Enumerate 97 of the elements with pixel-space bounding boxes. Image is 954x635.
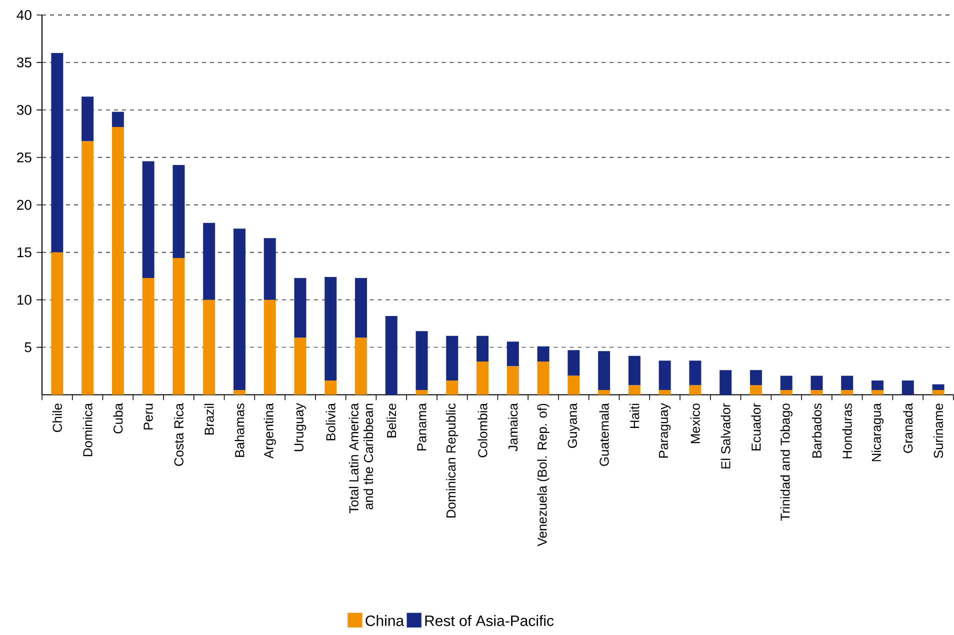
bar bbox=[932, 384, 944, 390]
bar bbox=[810, 390, 823, 395]
bar bbox=[294, 338, 306, 395]
x-tick-label: El Salvador bbox=[720, 403, 730, 469]
bar bbox=[82, 141, 94, 395]
bar bbox=[446, 336, 458, 381]
bar bbox=[810, 376, 823, 390]
bar bbox=[598, 390, 610, 395]
y-tick-label: 5 bbox=[24, 342, 32, 352]
bar bbox=[902, 380, 914, 395]
bar bbox=[658, 390, 671, 395]
bar bbox=[203, 223, 216, 300]
y-tick-label: 30 bbox=[16, 105, 32, 116]
bar bbox=[264, 300, 276, 395]
legend-label: Rest of Asia-Pacific bbox=[425, 615, 554, 626]
bar bbox=[172, 258, 185, 395]
bar bbox=[51, 252, 64, 395]
bar bbox=[355, 338, 367, 395]
bar bbox=[385, 316, 398, 395]
bar bbox=[355, 278, 367, 338]
bar bbox=[628, 356, 640, 386]
bar bbox=[689, 385, 702, 395]
x-tick-label: Panama bbox=[417, 403, 426, 451]
bar bbox=[294, 278, 306, 338]
x-tick-label: Costa Rica bbox=[174, 403, 184, 466]
bar bbox=[537, 346, 550, 362]
x-tick-label: Barbados bbox=[812, 404, 822, 458]
bar bbox=[233, 390, 246, 395]
bar bbox=[537, 362, 550, 395]
bar bbox=[324, 277, 337, 381]
x-tick-label: Haiti bbox=[630, 404, 640, 428]
bar bbox=[112, 112, 124, 128]
bar bbox=[568, 350, 580, 376]
x-tick-label: Belize bbox=[386, 404, 396, 438]
bar bbox=[598, 351, 610, 390]
bar bbox=[324, 380, 337, 395]
bar bbox=[780, 390, 792, 395]
bar bbox=[720, 370, 732, 395]
bar bbox=[628, 385, 640, 395]
x-tick-label: Ecuador bbox=[751, 403, 761, 451]
x-tick-label: Mexico bbox=[690, 404, 700, 444]
bar bbox=[750, 370, 762, 386]
x-tick-label: Chile bbox=[52, 404, 62, 432]
x-tick-label: Cuba bbox=[113, 403, 123, 434]
bar bbox=[416, 390, 428, 395]
bar bbox=[476, 362, 489, 395]
x-tick-label: Nicaragua bbox=[871, 403, 884, 462]
x-tick-label: Paraguay bbox=[659, 403, 671, 458]
bar bbox=[872, 380, 884, 390]
bar bbox=[172, 165, 185, 258]
x-tick-label: Bahamas bbox=[234, 404, 244, 458]
bar bbox=[506, 342, 519, 366]
y-tick-label: 10 bbox=[17, 295, 32, 305]
bar bbox=[932, 390, 944, 395]
legend-label: China bbox=[366, 615, 404, 626]
x-tick-label: Dominica bbox=[82, 403, 92, 456]
x-tick-label: Dominican Republic bbox=[446, 404, 458, 518]
bar bbox=[82, 96, 94, 142]
y-tick-label: 35 bbox=[16, 58, 32, 68]
x-tick-label: Jamaica bbox=[508, 403, 518, 452]
bar bbox=[841, 390, 854, 395]
x-tick-label: Suriname bbox=[933, 404, 944, 458]
x-tick-label: Guyana bbox=[568, 403, 580, 448]
bar bbox=[446, 380, 458, 395]
bar bbox=[476, 336, 489, 362]
x-tick-label: Granada bbox=[903, 403, 913, 454]
bar bbox=[750, 385, 762, 395]
x-tick-label: Total Latin America and the Caribbean bbox=[348, 403, 374, 514]
bar bbox=[51, 53, 64, 253]
x-tick-label: Bolivia bbox=[326, 403, 336, 440]
bar bbox=[142, 278, 154, 395]
x-tick-label: Venezuela (Bol. Rep. of) bbox=[537, 404, 550, 546]
bar bbox=[416, 331, 428, 390]
bar bbox=[841, 376, 854, 390]
x-tick-label: Colombia bbox=[478, 403, 488, 458]
y-tick-label: 40 bbox=[16, 10, 32, 20]
x-tick-label: Argentina bbox=[264, 403, 276, 459]
bar bbox=[689, 360, 702, 386]
x-tick-label: Peru bbox=[144, 404, 153, 430]
bar bbox=[780, 376, 792, 390]
bar bbox=[264, 238, 276, 300]
bar bbox=[112, 127, 124, 395]
y-tick-label: 20 bbox=[17, 200, 32, 210]
y-tick-label: 25 bbox=[17, 152, 32, 163]
bar bbox=[872, 390, 884, 395]
bar bbox=[203, 300, 216, 395]
bar bbox=[142, 161, 154, 278]
y-tick-label: 15 bbox=[17, 248, 32, 258]
x-tick-label: Uruguay bbox=[294, 403, 306, 452]
x-tick-label: Guatemala bbox=[599, 403, 609, 466]
x-tick-label: Honduras bbox=[842, 404, 852, 458]
bar bbox=[658, 360, 671, 390]
bar bbox=[233, 228, 246, 390]
x-tick-label: Trinidad and Tobago bbox=[780, 404, 792, 521]
bar bbox=[568, 376, 580, 395]
bar bbox=[506, 366, 519, 395]
x-tick-label: Brazil bbox=[204, 404, 214, 435]
